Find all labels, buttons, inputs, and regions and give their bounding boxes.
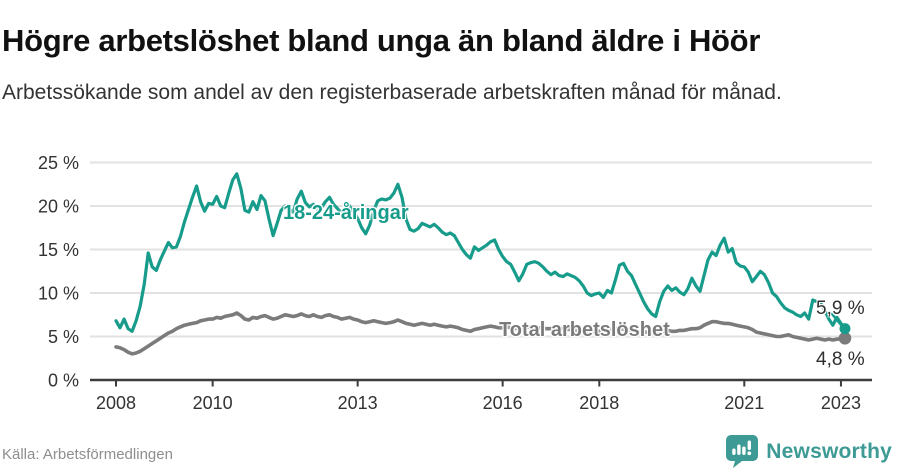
series-line-total — [114, 311, 847, 356]
newsworthy-bubble-icon — [726, 435, 759, 468]
y-tick-label: 5 % — [48, 327, 79, 347]
x-tick-label: 2023 — [821, 393, 861, 413]
x-tick-label: 2008 — [96, 393, 136, 413]
x-tick-label: 2010 — [193, 393, 233, 413]
source-note: Källa: Arbetsförmedlingen — [2, 446, 173, 463]
x-tick-label: 2016 — [483, 393, 523, 413]
y-tick-label: 15 % — [38, 240, 79, 260]
logo-bar-2 — [737, 444, 741, 455]
end-dot-youth — [839, 323, 851, 335]
x-tick-label: 2018 — [579, 393, 619, 413]
end-value-total: 4,8 % — [816, 349, 865, 370]
x-tick-label: 2013 — [338, 393, 378, 413]
logo-bar-3 — [742, 446, 746, 455]
logo-excl-bar — [747, 440, 752, 450]
series-label-youth: 18-24-åringar — [283, 202, 409, 224]
series-line-youth — [114, 172, 847, 333]
y-tick-label: 25 % — [38, 153, 79, 173]
chart-title: Högre arbetslöshet bland unga än bland ä… — [2, 22, 761, 58]
newsworthy-logo[interactable]: Newsworthy — [725, 434, 892, 469]
logo-bar-1 — [732, 448, 736, 455]
y-tick-label: 20 % — [38, 197, 79, 217]
end-dot-total — [838, 331, 852, 345]
y-tick-label: 0 % — [48, 371, 79, 391]
end-value-youth: 5,9 % — [816, 298, 865, 319]
x-tick-label: 2021 — [724, 393, 764, 413]
label-connector — [830, 312, 844, 328]
chart-subtitle: Arbetssökande som andel av den registerb… — [2, 81, 782, 104]
y-tick-label: 10 % — [38, 284, 79, 304]
logo-excl-dot — [747, 451, 752, 456]
newsworthy-wordmark: Newsworthy — [766, 439, 892, 463]
series-label-total: Total arbetslöshet — [499, 319, 670, 341]
